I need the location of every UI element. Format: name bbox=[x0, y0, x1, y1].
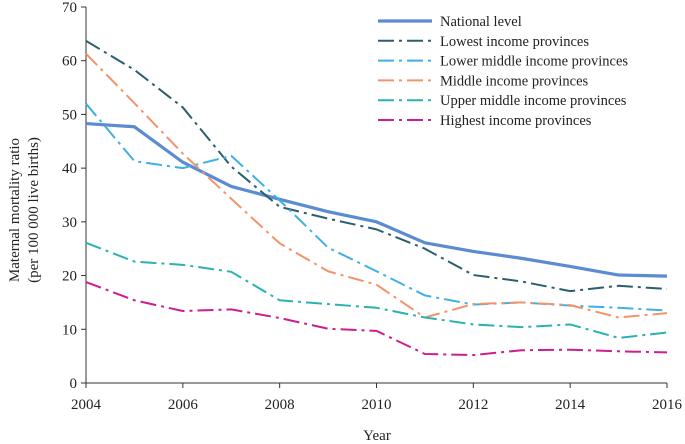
y-axis-title-line1: Maternal mortality ratio bbox=[7, 138, 23, 282]
legend-label-lower-middle-income-provinces: Lower middle income provinces bbox=[440, 54, 628, 70]
y-tick-label: 30 bbox=[62, 215, 77, 231]
x-tick-label: 2004 bbox=[71, 397, 102, 413]
legend-label-upper-middle-income-provinces: Upper middle income provinces bbox=[440, 93, 627, 109]
x-axis-title: Year bbox=[363, 428, 391, 444]
y-axis-title: Maternal mortality ratio (per 100 000 li… bbox=[7, 137, 42, 283]
legend-label-national-level: National level bbox=[440, 14, 522, 30]
y-tick-label: 10 bbox=[62, 322, 77, 338]
series-line-lower-middle-income-provinces bbox=[85, 103, 668, 312]
y-tick-label: 40 bbox=[62, 161, 77, 177]
y-tick-label: 50 bbox=[62, 107, 77, 123]
series-line-national-level bbox=[85, 121, 668, 278]
x-tick-label: 2008 bbox=[265, 397, 295, 413]
y-axis-title-line2: (per 100 000 live births) bbox=[26, 137, 42, 283]
x-ticks: 2004 2006 2008 2010 2012 2014 2016 bbox=[71, 383, 683, 413]
y-tick-label: 60 bbox=[62, 54, 77, 70]
x-tick-label: 2012 bbox=[458, 397, 488, 413]
series-lines bbox=[85, 39, 668, 357]
series-line-middle-income-provinces bbox=[85, 53, 668, 319]
y-tick-label: 70 bbox=[62, 0, 77, 16]
legend-label-middle-income-provinces: Middle income provinces bbox=[440, 73, 589, 89]
y-tick-label: 0 bbox=[70, 376, 78, 392]
legend: National level Lowest income provinces Low… bbox=[378, 14, 628, 129]
x-tick-label: 2014 bbox=[555, 397, 586, 413]
series-line-highest-income-provinces bbox=[85, 281, 668, 357]
legend-label-highest-income-provinces: Highest income provinces bbox=[440, 113, 592, 129]
x-tick-label: 2016 bbox=[652, 397, 683, 413]
series-line-upper-middle-income-provinces bbox=[85, 241, 668, 339]
x-tick-label: 2010 bbox=[362, 397, 392, 413]
series-line-lowest-income-provinces bbox=[85, 39, 668, 293]
x-tick-label: 2006 bbox=[168, 397, 199, 413]
y-ticks: 0 10 20 30 40 50 60 70 bbox=[62, 0, 86, 392]
legend-label-lowest-income-provinces: Lowest income provinces bbox=[440, 34, 589, 50]
y-tick-label: 20 bbox=[62, 269, 77, 285]
